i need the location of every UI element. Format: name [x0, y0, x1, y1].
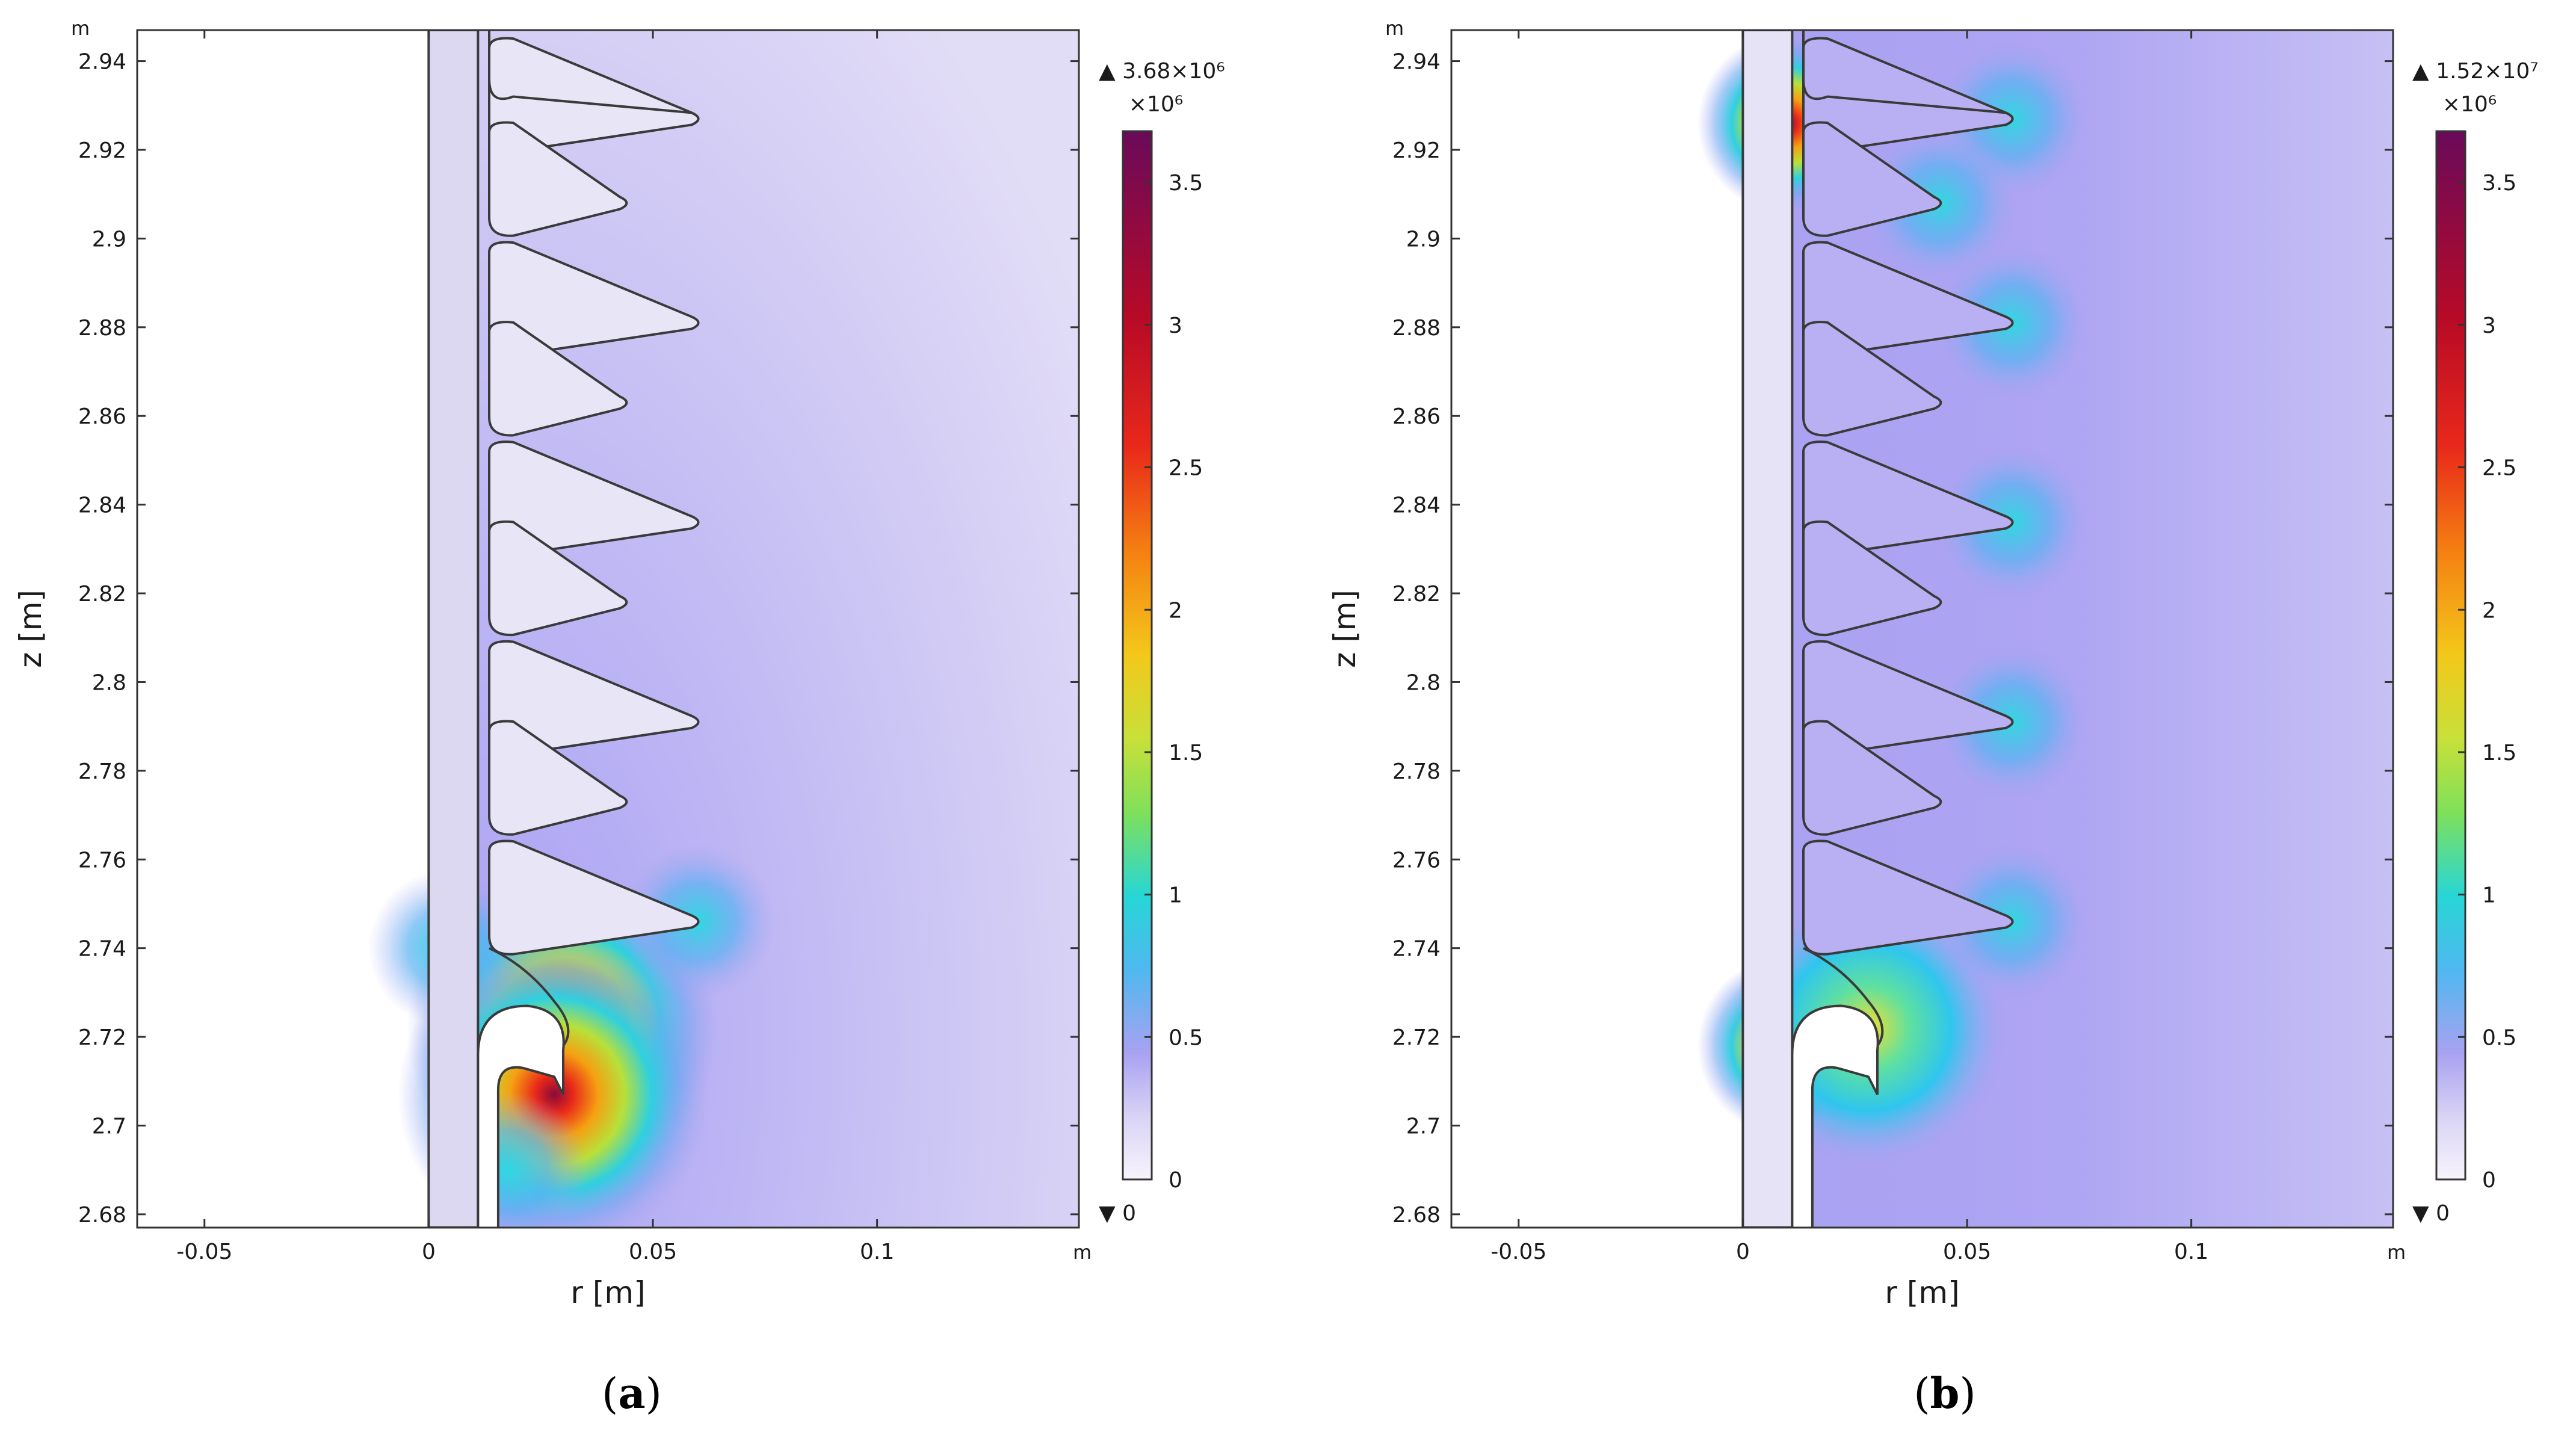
colorbar: [2435, 130, 2466, 1181]
y-tick-label: 2.92: [1392, 138, 1441, 163]
plot-frame: [136, 29, 1080, 1229]
shed-fin: [488, 720, 628, 836]
grading-collar: [1803, 947, 1884, 1047]
y-tick-label: 2.68: [1392, 1203, 1441, 1228]
y-tick-label: 2.8: [92, 670, 126, 695]
x-axis-label: r [m]: [570, 1275, 645, 1310]
colorbar-scale-label: ×10⁶: [1129, 92, 1183, 117]
x-tick-label: -0.05: [1490, 1240, 1546, 1264]
shed-fin: [488, 839, 700, 956]
colorbar-scale-label: ×10⁶: [2442, 92, 2497, 117]
y-unit-label: m: [71, 17, 90, 40]
empty-region: [1451, 30, 1743, 1228]
colorbar-tick-label: 1: [1169, 883, 1182, 908]
colorbar-tick-label: 0.5: [2482, 1025, 2516, 1050]
y-tick-label: 2.88: [78, 316, 126, 341]
colorbar-tick-label: 0: [1169, 1168, 1182, 1193]
colorbar-tick-label: 3: [1169, 314, 1182, 338]
shed-fin: [1802, 121, 1942, 237]
y-tick-label: 2.84: [1392, 493, 1441, 518]
x-tick-label: 0: [422, 1240, 436, 1264]
grading-collar: [489, 947, 570, 1047]
y-tick-label: 2.72: [78, 1025, 126, 1050]
y-tick-label: 2.88: [1392, 316, 1441, 341]
colorbar-tick-label: 1: [2482, 883, 2496, 908]
panel-a: 2.68 2.7 2.72 2.74 2.76 2.78 2.8 2.82 2.84 2.86 2.…: [13, 17, 1225, 1310]
y-tick-label: 2.76: [78, 848, 126, 873]
y-tick-label: 2.84: [78, 493, 126, 518]
caption-b: (b): [1913, 1368, 1976, 1418]
x-tick-label: -0.05: [176, 1240, 232, 1264]
caption-b-letter: b: [1930, 1368, 1960, 1418]
x-axis-label: r [m]: [1885, 1275, 1959, 1310]
shed-fin: [1802, 720, 1942, 836]
insulator-core: [427, 30, 480, 1228]
x-tick-label: 0.1: [860, 1240, 894, 1264]
x-tick-label: 0.05: [629, 1240, 677, 1264]
caption-a-letter: a: [618, 1368, 645, 1418]
shed-fin: [1802, 321, 1942, 437]
colorbar-tick-label: 1.5: [2482, 741, 2516, 765]
y-tick-label: 2.78: [78, 759, 126, 784]
y-tick-label: 2.74: [78, 937, 126, 962]
insulator-core: [1741, 30, 1794, 1228]
y-tick-label: 2.7: [1406, 1114, 1441, 1139]
shed-fin: [1802, 520, 1942, 637]
shed-fin: [488, 121, 628, 237]
colorbar: [1122, 130, 1153, 1181]
y-tick-label: 2.86: [78, 404, 126, 429]
colorbar-tick-label: 0.5: [1169, 1025, 1203, 1050]
x-tick-label: 0: [1736, 1240, 1750, 1264]
colorbar-tick-label: 2.5: [2482, 456, 2516, 481]
y-tick-label: 2.94: [78, 50, 126, 75]
y-tick-label: 2.92: [78, 138, 126, 163]
x-unit-label: m: [1073, 1241, 1092, 1264]
y-tick-label: 2.82: [78, 582, 126, 607]
colorbar-min-label: ▼ 0: [1099, 1201, 1136, 1226]
x-unit-label: m: [2387, 1241, 2406, 1264]
x-tick-label: 0.05: [1943, 1240, 1991, 1264]
y-tick-label: 2.86: [1392, 404, 1441, 429]
y-tick-label: 2.68: [78, 1203, 126, 1228]
y-tick-label: 2.7: [92, 1114, 126, 1139]
y-tick-label: 2.94: [1392, 50, 1441, 75]
end-fitting: [477, 1004, 565, 1228]
colorbar-max-label: ▲ 1.52×10⁷: [2412, 59, 2539, 84]
caption-a: (a): [602, 1368, 662, 1418]
y-tick-label: 2.76: [1392, 848, 1441, 873]
y-tick-label: 2.78: [1392, 759, 1441, 784]
colorbar-tick-label: 3.5: [1169, 171, 1203, 196]
x-tick-label: 0.1: [2174, 1240, 2208, 1264]
shed-fin: [488, 321, 628, 437]
y-tick-label: 2.72: [1392, 1025, 1441, 1050]
colorbar-max-label: ▲ 3.68×10⁶: [1099, 59, 1225, 84]
colorbar-tick-label: 3: [2482, 314, 2496, 338]
colorbar-tick-label: 2: [1169, 598, 1182, 623]
colorbar-tick-label: 3.5: [2482, 171, 2516, 196]
field-plot: [137, 30, 1079, 1228]
colorbar-tick-label: 0: [2482, 1168, 2496, 1193]
panel-b: 2.68 2.7 2.72 2.74 2.76 2.78 2.8 2.82 2.84 2.86 2.…: [1327, 17, 2539, 1310]
colorbar-tick-label: 1.5: [1169, 741, 1203, 765]
shed-fin: [488, 30, 700, 126]
colorbar-tick-label: 2.5: [1169, 456, 1203, 481]
shed-fin: [1802, 30, 2014, 126]
shed-fin: [488, 520, 628, 637]
end-fitting: [1791, 1004, 1879, 1228]
y-tick-label: 2.8: [1406, 670, 1441, 695]
plot-frame: [1450, 29, 2394, 1229]
colorbar-tick-label: 2: [2482, 598, 2496, 623]
field-plot: [1451, 30, 2393, 1228]
y-axis-label: z [m]: [13, 590, 48, 668]
y-axis-label: z [m]: [1327, 590, 1362, 668]
y-tick-label: 2.82: [1392, 582, 1441, 607]
y-unit-label: m: [1385, 17, 1404, 40]
y-tick-label: 2.74: [1392, 937, 1441, 962]
y-tick-label: 2.9: [1406, 227, 1441, 252]
shed-fin: [1802, 839, 2014, 956]
y-tick-label: 2.9: [92, 227, 126, 252]
empty-region: [137, 30, 429, 1228]
colorbar-min-label: ▼ 0: [2412, 1201, 2450, 1226]
